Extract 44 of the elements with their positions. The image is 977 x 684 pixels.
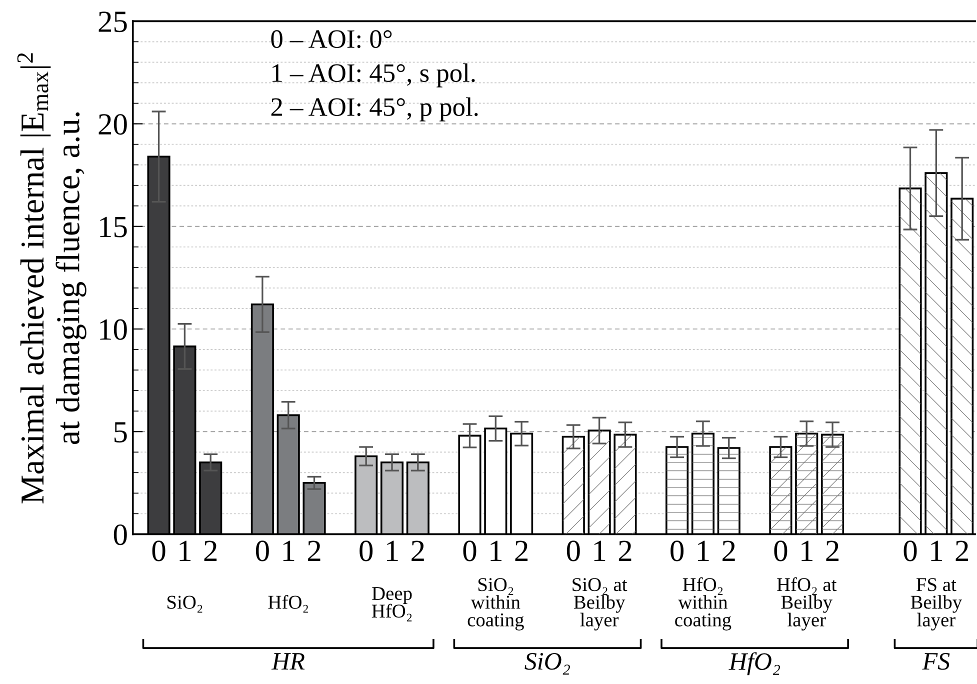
x-tick-label: 0	[463, 540, 476, 562]
y-tick-label: 10	[100, 319, 127, 340]
text: FS at Beilby layer	[910, 578, 962, 630]
x-tick-label: 1	[802, 540, 812, 561]
x-tick-label: 0	[774, 540, 788, 562]
y-tick-label: 20	[98, 114, 127, 135]
text: SiO₂	[167, 596, 202, 613]
x-tick-label: 1	[180, 540, 191, 561]
x-tick-label: 1	[698, 540, 709, 561]
text: HfO₂ at Beilby layer	[777, 577, 837, 630]
x-tick-label: 2	[826, 540, 838, 561]
x-tick-label: 1	[594, 540, 606, 561]
x-tick-label: 0	[152, 540, 166, 562]
text: HR	[271, 653, 305, 670]
text: HfO₂ within coating	[675, 577, 732, 630]
x-tick-label: 1	[387, 540, 398, 561]
text: HfO₂	[268, 594, 308, 613]
x-tick-label: 2	[515, 540, 528, 561]
x-tick-label: 2	[412, 540, 424, 561]
annotation: 0 – AOI: 0° 1 – AOI: 45°, s pol. 2 – AOI: 45°, p pol.	[271, 30, 478, 122]
text: SiO₂ within coating	[468, 578, 524, 630]
x-tick-label: 0	[670, 540, 684, 562]
text: Maximal achieved internal |E$_{max}$|$^{2}$ at damaging fluence, a.u.	[17, 53, 86, 504]
x-tick-label: 1	[490, 540, 502, 561]
text: HfO₂	[728, 652, 780, 676]
x-tick-label: 1	[931, 540, 942, 561]
y-tick-label: 0	[114, 524, 127, 546]
y-tick-label: 5	[114, 422, 127, 443]
x-tick-label: 1	[283, 540, 294, 561]
text: SiO₂ at Beilby layer	[572, 578, 628, 630]
x-tick-label: 2	[956, 540, 968, 561]
x-tick-label: 0	[360, 540, 373, 562]
x-tick-label: 2	[204, 540, 217, 561]
text: Deep HfO₂	[372, 587, 412, 622]
x-tick-label: 2	[308, 540, 320, 561]
x-tick-label: 2	[722, 540, 735, 561]
text: FS	[922, 652, 950, 670]
text: SiO₂	[524, 652, 570, 675]
y-tick-label: 25	[98, 12, 127, 32]
x-tick-label: 0	[904, 540, 917, 562]
x-tick-label: 0	[256, 540, 269, 562]
x-tick-label: 2	[618, 540, 632, 561]
x-tick-label: 0	[566, 540, 580, 562]
y-tick-label: 15	[100, 216, 127, 238]
